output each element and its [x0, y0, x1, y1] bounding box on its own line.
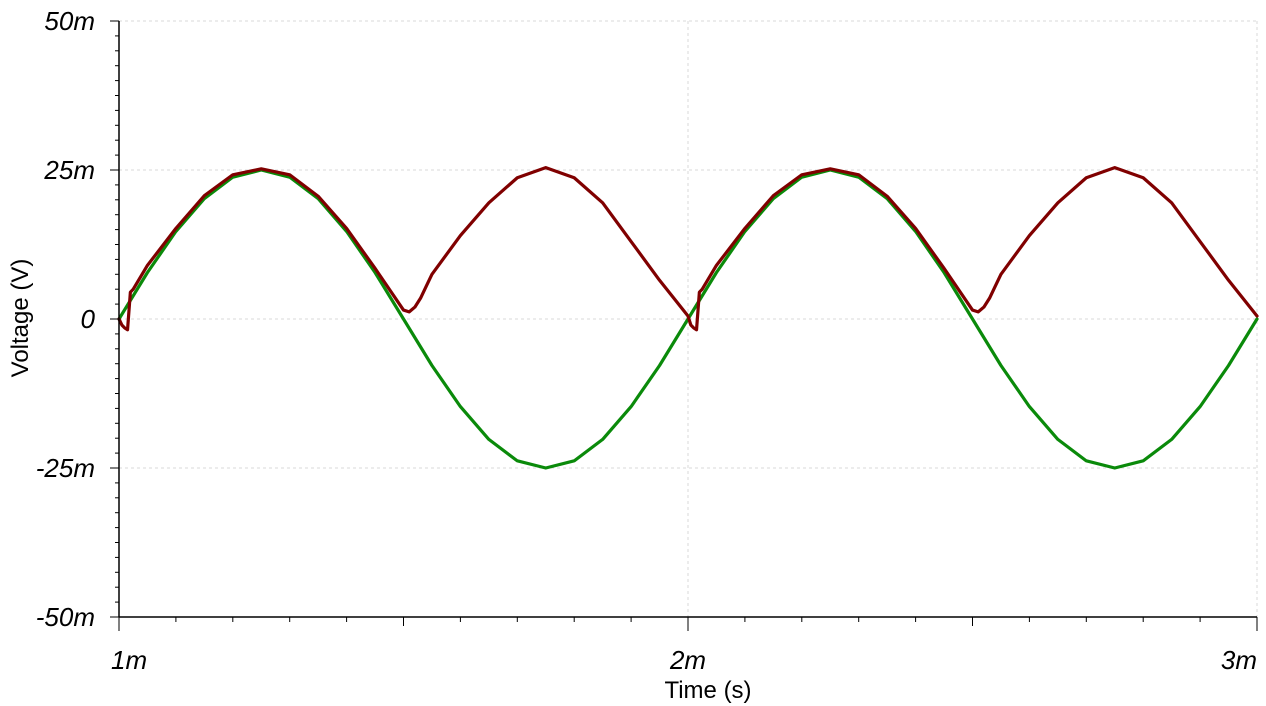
series-layer [117, 166, 1259, 470]
x-tick-label: 2m [669, 645, 706, 675]
y-tick-label: -50m [36, 602, 95, 632]
x-tick-label: 3m [1221, 645, 1257, 675]
label-layer: 50m 25m 0 -25m -50m 1m 2m 3m [36, 6, 1257, 675]
y-tick-label: 50m [44, 6, 95, 36]
axis-layer [110, 20, 1258, 631]
y-tick-label: 25m [43, 155, 95, 185]
y-tick-label: 0 [81, 304, 96, 334]
x-tick-label: 1m [111, 645, 147, 675]
y-axis-title: Voltage (V) [7, 259, 34, 378]
y-tick-label: -25m [36, 453, 95, 483]
x-axis-title: Time (s) [664, 677, 751, 704]
series-line-red [117, 166, 1259, 332]
